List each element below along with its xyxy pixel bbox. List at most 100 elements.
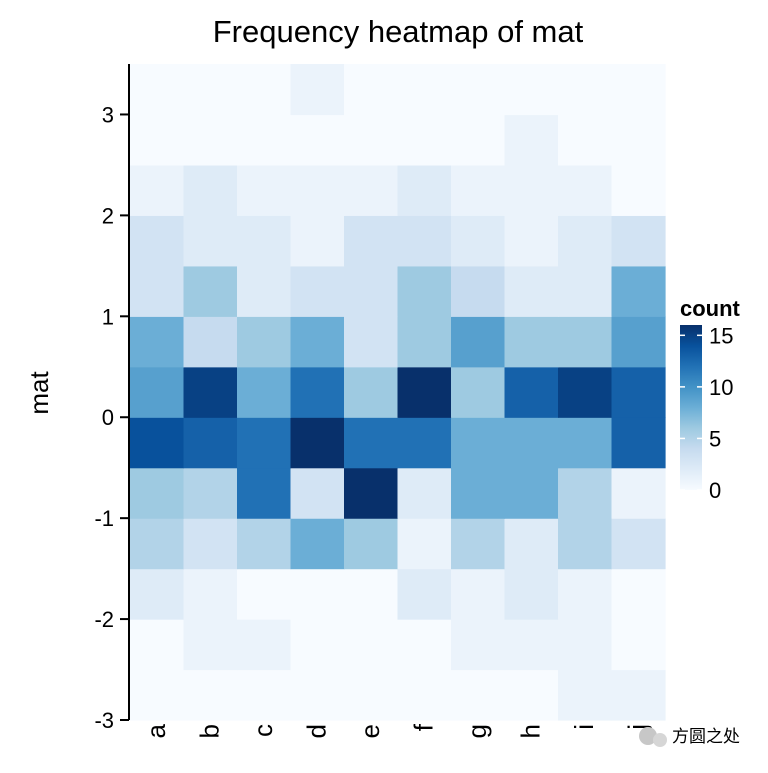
heatmap-cell — [397, 417, 452, 469]
heatmap-cell — [451, 265, 506, 317]
heatmap-cell — [130, 316, 185, 368]
heatmap-cell — [504, 669, 559, 721]
heatmap-cell — [237, 669, 292, 721]
heatmap-cell — [130, 467, 185, 519]
heatmap-cell — [344, 316, 399, 368]
heatmap-cell — [558, 64, 613, 116]
heatmap-cell — [558, 316, 613, 368]
heatmap-cell — [397, 215, 452, 267]
heatmap-cell — [237, 417, 292, 469]
x-tick-label: f — [408, 723, 438, 731]
heatmap-cell — [344, 265, 399, 317]
heatmap-cell — [344, 518, 399, 570]
heatmap-cell — [504, 114, 559, 166]
heatmap-cell — [290, 518, 345, 570]
heatmap-cell — [290, 215, 345, 267]
heatmap-cell — [344, 568, 399, 620]
heatmap-cell — [451, 669, 506, 721]
heatmap-cell — [504, 64, 559, 116]
legend-colorbar — [680, 325, 702, 490]
heatmap-cell — [344, 114, 399, 166]
x-tick-label: g — [462, 724, 492, 738]
heatmap-cell — [344, 619, 399, 671]
heatmap-cell — [611, 467, 666, 519]
heatmap-cell — [611, 568, 666, 620]
heatmap-cell — [504, 619, 559, 671]
y-tick-label: 1 — [102, 304, 114, 329]
y-tick-label: -1 — [94, 506, 114, 531]
heatmap-cell — [237, 215, 292, 267]
heatmap-cell — [558, 467, 613, 519]
y-tick-label: -2 — [94, 607, 114, 632]
y-tick-label: 3 — [102, 102, 114, 127]
heatmap-cell — [183, 164, 238, 216]
heatmap-cell — [183, 114, 238, 166]
heatmap-cell — [397, 64, 452, 116]
heatmap-cell — [183, 467, 238, 519]
heatmap-cell — [130, 417, 185, 469]
heatmap-cell — [397, 619, 452, 671]
heatmap-cell — [237, 518, 292, 570]
heatmap-cell — [397, 467, 452, 519]
heatmap-cell — [344, 164, 399, 216]
heatmap-cell — [504, 366, 559, 418]
wechat-icon-secondary — [653, 733, 667, 747]
heatmap-cell — [183, 669, 238, 721]
heatmap-cell — [558, 215, 613, 267]
legend-tick-label: 0 — [709, 478, 721, 503]
heatmap-cell — [397, 164, 452, 216]
heatmap-cell — [290, 114, 345, 166]
heatmap-cell — [344, 467, 399, 519]
heatmap-cell — [397, 518, 452, 570]
x-tick-label: a — [141, 723, 171, 738]
chart-title: Frequency heatmap of mat — [213, 14, 584, 49]
heatmap-cell — [183, 619, 238, 671]
heatmap-cell — [290, 619, 345, 671]
heatmap-cell — [451, 417, 506, 469]
legend-title: count — [680, 296, 741, 321]
heatmap-cell — [344, 64, 399, 116]
heatmap-cell — [558, 114, 613, 166]
x-tick-label: d — [301, 724, 331, 738]
x-tick-label: h — [515, 724, 545, 738]
heatmap-cell — [290, 417, 345, 469]
heatmap-cell — [290, 366, 345, 418]
heatmap-cell — [558, 669, 613, 721]
heatmap-cell — [290, 467, 345, 519]
heatmap-cell — [183, 518, 238, 570]
heatmap-cell — [558, 417, 613, 469]
heatmap-cell — [451, 215, 506, 267]
heatmap-cell — [451, 316, 506, 368]
x-tick-label: b — [194, 724, 224, 738]
wechat-icon — [639, 727, 657, 745]
legend-tick-label: 15 — [709, 323, 733, 348]
heatmap-cell — [130, 366, 185, 418]
y-tick-label: 0 — [102, 405, 114, 430]
heatmap-cell — [558, 619, 613, 671]
heatmap-cell — [183, 366, 238, 418]
heatmap-cell — [451, 518, 506, 570]
heatmap-cell — [504, 215, 559, 267]
heatmap-cell — [130, 114, 185, 166]
heatmap-cell — [237, 114, 292, 166]
heatmap-cell — [611, 366, 666, 418]
heatmap-cell — [558, 366, 613, 418]
heatmap-cell — [397, 114, 452, 166]
heatmap-cell — [558, 265, 613, 317]
heatmap-cell — [504, 467, 559, 519]
heatmap-cell — [558, 568, 613, 620]
heatmap-cell — [504, 316, 559, 368]
heatmap-cell — [451, 568, 506, 620]
heatmap-cell — [451, 114, 506, 166]
y-tick-label: -3 — [94, 708, 114, 733]
legend-tick-label: 5 — [709, 426, 721, 451]
heatmap-cell — [611, 265, 666, 317]
heatmap-cell — [397, 669, 452, 721]
heatmap-cell — [237, 467, 292, 519]
heatmap-cell — [130, 64, 185, 116]
heatmap-cell — [183, 64, 238, 116]
x-tick-label: c — [248, 724, 278, 737]
heatmap-cell — [130, 518, 185, 570]
